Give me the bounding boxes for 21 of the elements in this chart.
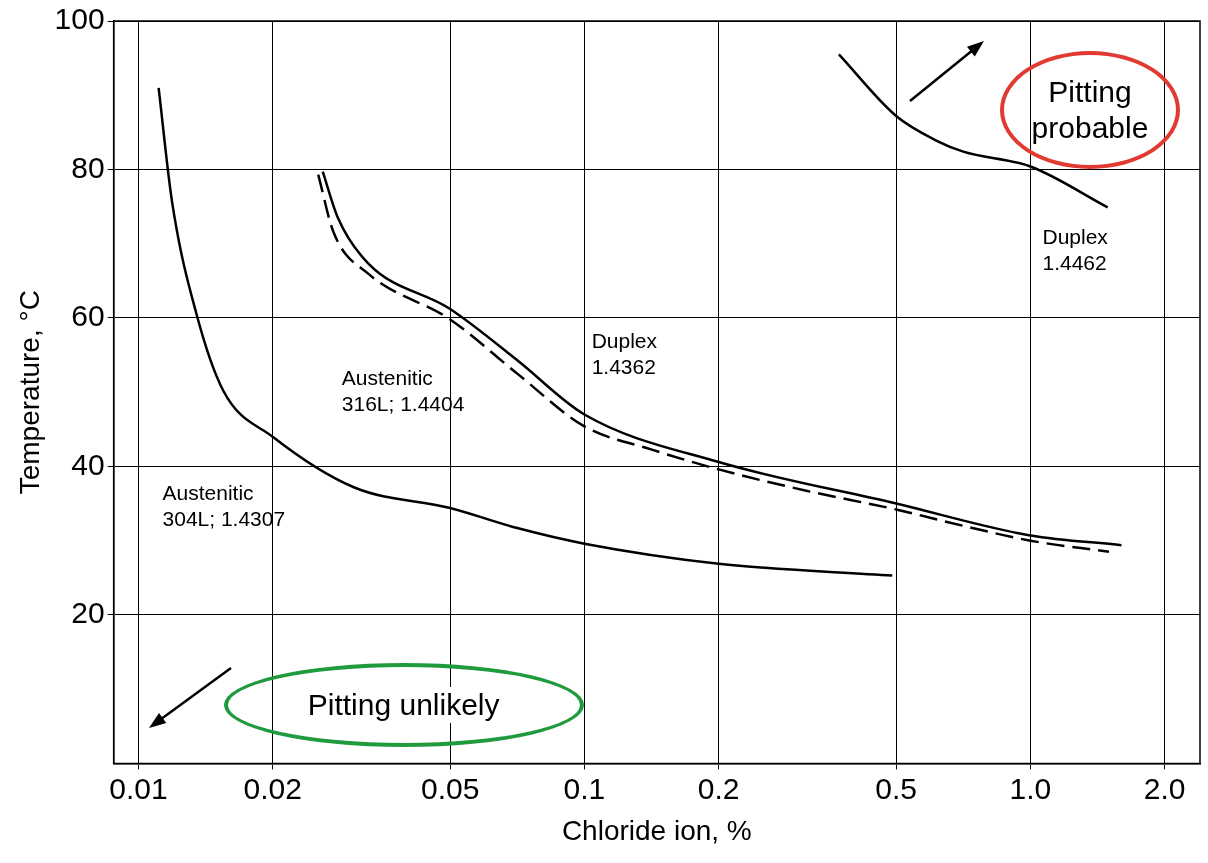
x-tick-label: 0.01 <box>109 771 168 805</box>
oval-outline: Pitting probable <box>1000 51 1180 169</box>
x-tick-label: 0.2 <box>697 771 740 805</box>
x-axis-title: Chloride ion, % <box>561 814 752 846</box>
y-tick-label: 60 <box>71 299 105 333</box>
y-axis-title: Temperature, °C <box>13 290 45 495</box>
y-tick-label: 20 <box>71 596 105 630</box>
y-tick-label: 40 <box>71 447 105 481</box>
x-tick-label: 0.02 <box>243 771 302 805</box>
y-tick-label: 100 <box>54 2 105 36</box>
oval-outline: Pitting unlikely <box>223 663 584 748</box>
annotation: Pitting probable <box>1031 74 1149 146</box>
series-label: Duplex 1.4462 <box>1042 224 1109 274</box>
x-tick-label: 1.0 <box>1009 771 1052 805</box>
x-tick-label: 0.5 <box>875 771 918 805</box>
annotation: Pitting unlikely <box>307 687 500 724</box>
x-tick-label: 0.1 <box>563 771 606 805</box>
series-label: Duplex 1.4362 <box>591 328 658 378</box>
x-tick-label: 2.0 <box>1143 771 1186 805</box>
x-tick-label: 0.05 <box>420 771 480 805</box>
y-tick-label: 80 <box>71 150 105 184</box>
